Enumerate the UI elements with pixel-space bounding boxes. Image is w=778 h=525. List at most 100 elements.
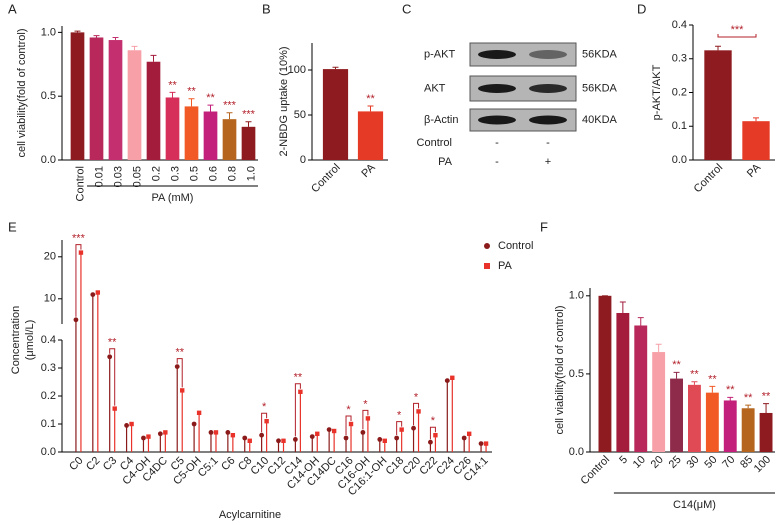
error-bar xyxy=(367,105,374,112)
bar xyxy=(652,352,666,452)
marker xyxy=(461,435,467,441)
significance: ** xyxy=(294,372,303,384)
marker xyxy=(411,425,416,431)
marker xyxy=(343,435,349,441)
error-bar xyxy=(637,317,644,326)
y-tick-label: 0.0 xyxy=(569,446,584,458)
error-bar xyxy=(112,36,119,41)
error-bar xyxy=(763,403,770,413)
x-tick-label: Control xyxy=(579,454,613,488)
comparison-bracket xyxy=(109,348,116,406)
significance: ** xyxy=(762,390,771,402)
error-bar xyxy=(74,30,81,33)
y-tick-label: 0.1 xyxy=(672,120,687,132)
protein-label: AKT xyxy=(424,82,446,94)
marker xyxy=(365,416,371,421)
error-bar xyxy=(745,404,752,409)
panel-label: B xyxy=(262,1,271,16)
comparison-bracket xyxy=(413,402,420,426)
marker xyxy=(298,389,303,394)
error-bar xyxy=(727,396,734,401)
lane-label: - xyxy=(495,156,499,168)
condition-label: PA xyxy=(438,156,453,168)
marker xyxy=(292,437,298,442)
bar xyxy=(127,50,142,160)
size-label: 56KDA xyxy=(582,48,618,60)
bar xyxy=(634,325,648,452)
marker xyxy=(433,433,438,438)
marker xyxy=(326,427,332,432)
marker xyxy=(259,432,265,438)
x-tick-label: Control xyxy=(692,162,726,196)
bar xyxy=(184,106,199,160)
legend-marker xyxy=(484,263,490,269)
comparison-bracket xyxy=(176,358,183,388)
comparison-bracket xyxy=(362,409,369,430)
marker xyxy=(382,438,387,443)
legend-label: PA xyxy=(498,260,513,272)
y-tick-label: 1.0 xyxy=(569,290,584,302)
error-bar xyxy=(715,45,721,51)
marker xyxy=(242,435,248,441)
error-bar xyxy=(226,112,233,120)
significance: ** xyxy=(175,347,184,359)
condition-label: Control xyxy=(417,137,452,149)
error-bar xyxy=(691,381,698,385)
bar xyxy=(688,384,701,452)
bar xyxy=(705,392,719,452)
marker xyxy=(112,406,117,411)
bar xyxy=(742,121,770,160)
marker xyxy=(163,430,168,435)
x-tick-label: 25 xyxy=(667,454,684,471)
marker xyxy=(129,421,134,427)
y-tick-label: 50 xyxy=(294,109,306,121)
y-axis-label: p-AKT/AKT xyxy=(651,64,663,120)
error-bar xyxy=(753,117,759,122)
significance: * xyxy=(346,404,351,416)
bar xyxy=(322,69,349,160)
x-tick-label: C5:1 xyxy=(196,455,221,480)
bar xyxy=(357,111,384,160)
bar xyxy=(741,408,755,452)
significance: * xyxy=(363,398,368,410)
y-tick-label: 0.0 xyxy=(41,154,56,166)
significance: ** xyxy=(690,369,699,381)
x-axis-label: PA (mM) xyxy=(152,192,194,204)
bar xyxy=(704,50,732,160)
significance: * xyxy=(262,401,267,413)
y-axis-label: 2-NBDG uptake (10%) xyxy=(278,46,290,156)
error-bar xyxy=(169,91,176,98)
marker xyxy=(483,441,489,446)
error-bar xyxy=(655,343,662,353)
significance: ** xyxy=(366,93,375,105)
y-tick-label: 10 xyxy=(44,293,56,305)
lane-label: - xyxy=(546,137,550,149)
x-tick-label: PA xyxy=(359,161,378,180)
bar xyxy=(203,111,218,160)
marker xyxy=(309,434,315,439)
blot-band xyxy=(529,115,567,125)
x-tick-label: 0.2 xyxy=(150,166,162,181)
error-bar xyxy=(332,66,339,70)
significance: * xyxy=(414,391,419,403)
comparison-bracket xyxy=(429,426,436,440)
comparison-bracket xyxy=(294,383,301,437)
significance: ** xyxy=(708,373,717,385)
x-tick-label: PA xyxy=(745,161,764,180)
error-bar xyxy=(709,385,716,393)
y-tick-label: 0.4 xyxy=(672,19,687,31)
marker xyxy=(377,437,383,442)
x-tick-label: Control xyxy=(309,162,343,196)
x-tick-label: Control xyxy=(74,166,86,201)
error-bar xyxy=(131,45,138,51)
bar xyxy=(89,37,104,160)
marker xyxy=(78,250,84,255)
marker xyxy=(444,378,450,383)
marker xyxy=(276,438,281,444)
marker xyxy=(213,430,219,435)
marker xyxy=(315,431,320,436)
blot-band xyxy=(478,115,516,125)
blot-band xyxy=(529,84,567,93)
blot-strip xyxy=(469,42,577,67)
